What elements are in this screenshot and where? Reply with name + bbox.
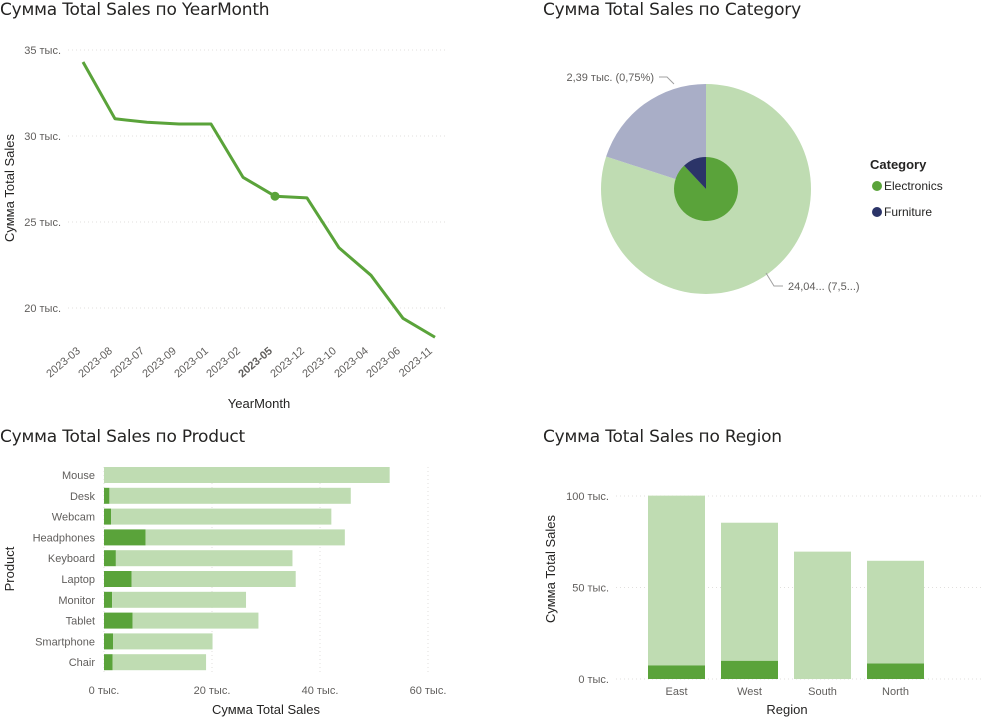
bar-segment-light: [111, 508, 332, 525]
x-tick-label: 2023-08: [76, 345, 115, 380]
bar-segment-dark: [104, 529, 146, 546]
bar-segment-light: [112, 591, 247, 608]
category-panel: Сумма Total Sales по Category 2,39 тыс. …: [543, 0, 985, 420]
y-tick-label: 100 тыс.: [566, 491, 609, 503]
y-tick-label: 25 тыс.: [24, 217, 61, 229]
y-tick-label: 50 тыс.: [572, 583, 609, 595]
x-tick-label: 2023-04: [332, 345, 371, 380]
y-tick-label: Monitor: [58, 595, 95, 607]
bar-segment-dark: [104, 571, 132, 587]
y-tick-label: Mouse: [62, 470, 95, 482]
legend-marker: [872, 207, 882, 217]
legend-marker: [872, 181, 882, 191]
bar-segment-dark: [104, 633, 114, 650]
bar-segment-light: [721, 522, 778, 661]
legend-title: Category: [870, 157, 927, 172]
x-tick-label: 2023-01: [172, 345, 211, 380]
bar-segment-dark: [104, 508, 112, 525]
y-tick-label: Laptop: [61, 574, 95, 586]
bar-segment-dark: [104, 612, 133, 629]
bar-segment-dark: [104, 550, 116, 567]
bar-segment-light: [112, 654, 207, 671]
x-tick-label: East: [665, 686, 687, 698]
y-tick-label: Webcam: [52, 512, 95, 524]
x-tick-label: 20 тыс.: [194, 685, 231, 697]
y-tick-label: 35 тыс.: [24, 45, 61, 57]
product-panel: Сумма Total Sales по Product 0 тыс. 20 ты…: [0, 427, 470, 719]
y-tick-label: Keyboard: [48, 553, 95, 565]
legend-label: Furniture: [884, 205, 932, 219]
x-tick-label: 60 тыс.: [410, 685, 447, 697]
region-title: Сумма Total Sales по Region: [543, 427, 782, 447]
y-tick-label: 20 тыс.: [24, 303, 61, 315]
y-axis-title: Product: [2, 546, 17, 591]
product-title: Сумма Total Sales по Product: [0, 427, 246, 447]
bar-segment-light: [132, 612, 259, 629]
x-axis-title: Region: [766, 702, 807, 717]
x-tick-label: 2023-11: [397, 345, 435, 380]
outer-slice: [606, 84, 706, 189]
x-tick-label: South: [808, 686, 837, 698]
y-tick-label: Tablet: [66, 616, 95, 628]
y-axis-title: Сумма Total Sales: [2, 133, 17, 242]
leader-line: [765, 272, 783, 287]
y-tick-label: Chair: [69, 657, 96, 669]
y-tick-label: 30 тыс.: [24, 131, 61, 143]
region-panel: Сумма Total Sales по Region 0 тыс. 50 тыс…: [543, 427, 985, 719]
series-line: [81, 61, 436, 339]
x-tick-label: West: [737, 686, 762, 698]
bar-segment-light: [109, 487, 351, 504]
bar-segment-light: [867, 560, 924, 664]
yearmonth-line-chart[interactable]: 20 тыс.25 тыс.30 тыс.35 тыс.2023-032023-…: [0, 0, 470, 420]
highlighted-point: [270, 191, 280, 201]
category-pie-chart[interactable]: 2,39 тыс. (0,75%) 24,04... (7,5...) Catego…: [543, 0, 985, 320]
bar-segment-light: [115, 550, 293, 567]
inner-slice: [684, 157, 706, 189]
bar-segment-dark: [104, 487, 110, 504]
x-axis-title: YearMonth: [228, 396, 290, 411]
bar-segment-light: [648, 495, 705, 666]
x-tick-label: 2023-10: [300, 345, 339, 380]
x-tick-label: 2023-12: [268, 345, 307, 380]
bar-segment-light: [104, 467, 390, 483]
x-tick-label: 2023-05: [236, 345, 275, 380]
leader-line: [659, 76, 675, 85]
x-tick-label: 0 тыс.: [89, 685, 120, 697]
y-tick-label: Smartphone: [35, 636, 95, 648]
region-bar-chart[interactable]: 0 тыс. 50 тыс. 100 тыс. East West South North R…: [543, 427, 985, 719]
x-tick-label: North: [882, 686, 909, 698]
x-tick-label: 2023-03: [44, 345, 83, 380]
bar-segment-dark: [104, 591, 113, 608]
x-axis-title: Сумма Total Sales: [212, 702, 321, 717]
x-tick-label: 2023-07: [108, 345, 147, 380]
yearmonth-title: Сумма Total Sales по YearMonth: [0, 0, 270, 20]
bar-segment-light: [113, 633, 213, 650]
x-tick-label: 2023-06: [364, 345, 403, 380]
bar-segment-light: [794, 551, 851, 679]
product-bar-chart[interactable]: 0 тыс. 20 тыс. 40 тыс. 60 тыс. Mouse Desk Webc…: [0, 427, 470, 719]
y-axis-title: Сумма Total Sales: [543, 514, 558, 623]
bar-segment-light: [145, 529, 345, 546]
bar-segment-light: [131, 571, 296, 587]
data-label: 2,39 тыс. (0,75%): [566, 72, 654, 84]
bar-segment-dark: [104, 654, 113, 671]
bar-segment-dark: [867, 663, 924, 679]
y-tick-label: Desk: [70, 491, 96, 503]
x-tick-label: 2023-09: [140, 345, 179, 380]
bar-segment-dark: [721, 660, 778, 679]
legend-label: Electronics: [884, 179, 943, 193]
bar-segment-dark: [648, 665, 705, 679]
category-title: Сумма Total Sales по Category: [543, 0, 801, 20]
y-tick-label: 0 тыс.: [578, 674, 609, 686]
data-label: 24,04... (7,5...): [788, 281, 860, 293]
y-tick-label: Headphones: [33, 532, 96, 544]
x-tick-label: 2023-02: [204, 345, 243, 380]
x-tick-label: 40 тыс.: [302, 685, 339, 697]
yearmonth-panel: Сумма Total Sales по YearMonth 20 тыс. 25…: [0, 0, 470, 420]
